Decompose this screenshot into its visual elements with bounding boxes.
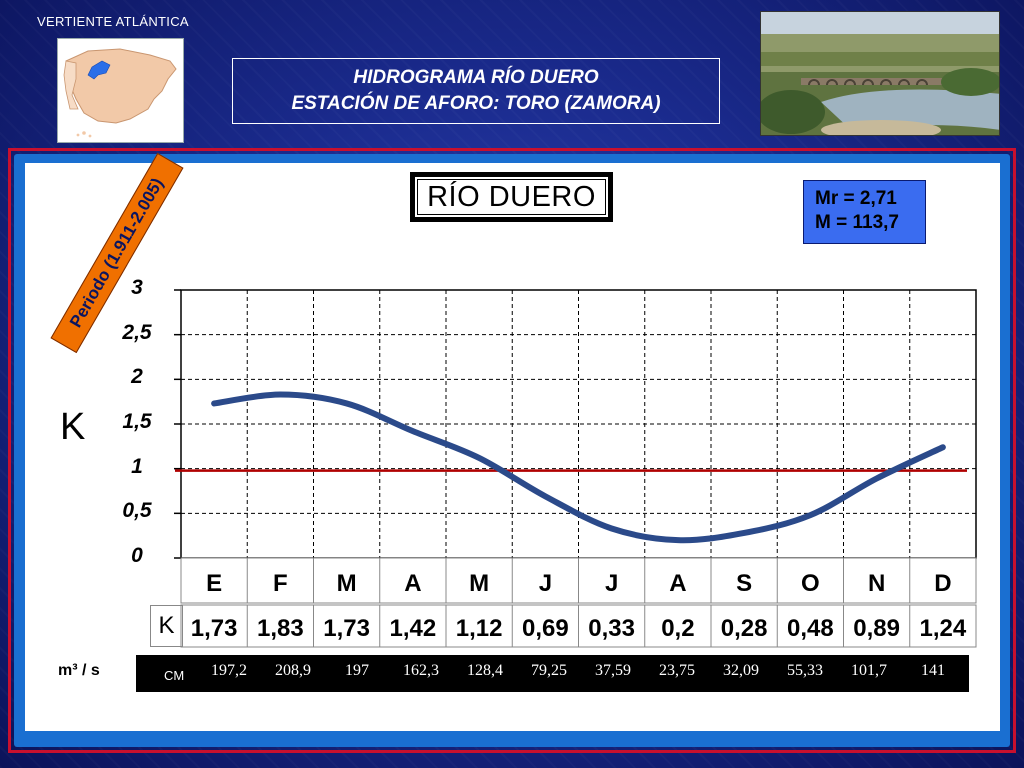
- month-label: M: [469, 570, 489, 597]
- data-label: 1,24: [920, 615, 967, 642]
- month-label: S: [736, 570, 752, 597]
- chart-title-box: RÍO DUERO: [410, 172, 613, 222]
- month-label: J: [539, 570, 552, 597]
- flow-value: 128,4: [467, 662, 503, 679]
- flow-value: 141: [921, 662, 945, 679]
- iberia-map-image: [57, 38, 184, 143]
- data-label: 1,12: [456, 615, 503, 642]
- data-label: 1,73: [323, 615, 370, 642]
- mr-value: Mr = 2,71: [815, 188, 897, 209]
- data-label: 0,89: [853, 615, 900, 642]
- flow-value: 32,09: [723, 662, 759, 679]
- month-label: D: [934, 570, 951, 597]
- y-tick-label: 0,5: [122, 499, 152, 523]
- flow-unit-label: m³ / s: [58, 662, 100, 679]
- content-frame: [8, 148, 1016, 753]
- y-tick-label: 0: [131, 544, 143, 567]
- data-label: 1,83: [257, 615, 304, 642]
- data-label: 0,28: [721, 615, 768, 642]
- title-line-2: ESTACIÓN DE AFORO: TORO (ZAMORA): [291, 93, 661, 114]
- flow-row: [136, 655, 969, 692]
- flow-value: 162,3: [403, 662, 439, 679]
- month-label: N: [868, 570, 885, 597]
- data-label: 0,69: [522, 615, 569, 642]
- flow-value: 197: [345, 662, 369, 679]
- data-label: 0,2: [661, 615, 694, 642]
- y-tick-label: 2: [131, 365, 143, 389]
- m-value: M = 113,7: [815, 212, 899, 233]
- data-label: 1,42: [390, 615, 437, 642]
- month-label: A: [669, 570, 686, 597]
- stats-box: Mr = 2,71 M = 113,7: [803, 180, 926, 244]
- data-label: 0,33: [588, 615, 635, 642]
- cm-label: CM: [164, 668, 185, 683]
- vertiente-label: VERTIENTE ATLÁNTICA: [37, 14, 189, 29]
- data-label: 0,48: [787, 615, 834, 642]
- page-title: HIDROGRAMA RÍO DUERO ESTACIÓN DE AFORO: …: [232, 58, 720, 124]
- flow-value: 101,7: [851, 662, 887, 679]
- month-label: A: [404, 570, 421, 597]
- y-tick-label: 1,5: [122, 410, 152, 433]
- y-tick-label: 3: [131, 276, 143, 299]
- y-tick-label: 2,5: [122, 320, 152, 344]
- month-label: F: [273, 570, 288, 597]
- flow-value: 23,75: [659, 662, 695, 679]
- y-tick-label: 1: [131, 454, 143, 478]
- data-label: 1,73: [191, 615, 238, 642]
- month-label: O: [801, 570, 820, 597]
- month-label: M: [337, 570, 357, 597]
- flow-value: 208,9: [275, 662, 311, 679]
- month-label: E: [206, 570, 222, 597]
- river-bridge-photo: [760, 11, 1000, 136]
- y-axis-label: K: [60, 406, 86, 448]
- flow-value: 79,25: [531, 662, 567, 679]
- flow-value: 37,59: [595, 662, 631, 679]
- series-line: [211, 391, 946, 544]
- month-label: J: [605, 570, 618, 597]
- k-row-label: K: [150, 605, 183, 647]
- flow-value: 55,33: [787, 662, 823, 679]
- title-line-1: HIDROGRAMA RÍO DUERO: [353, 67, 599, 88]
- flow-value: 197,2: [211, 662, 247, 679]
